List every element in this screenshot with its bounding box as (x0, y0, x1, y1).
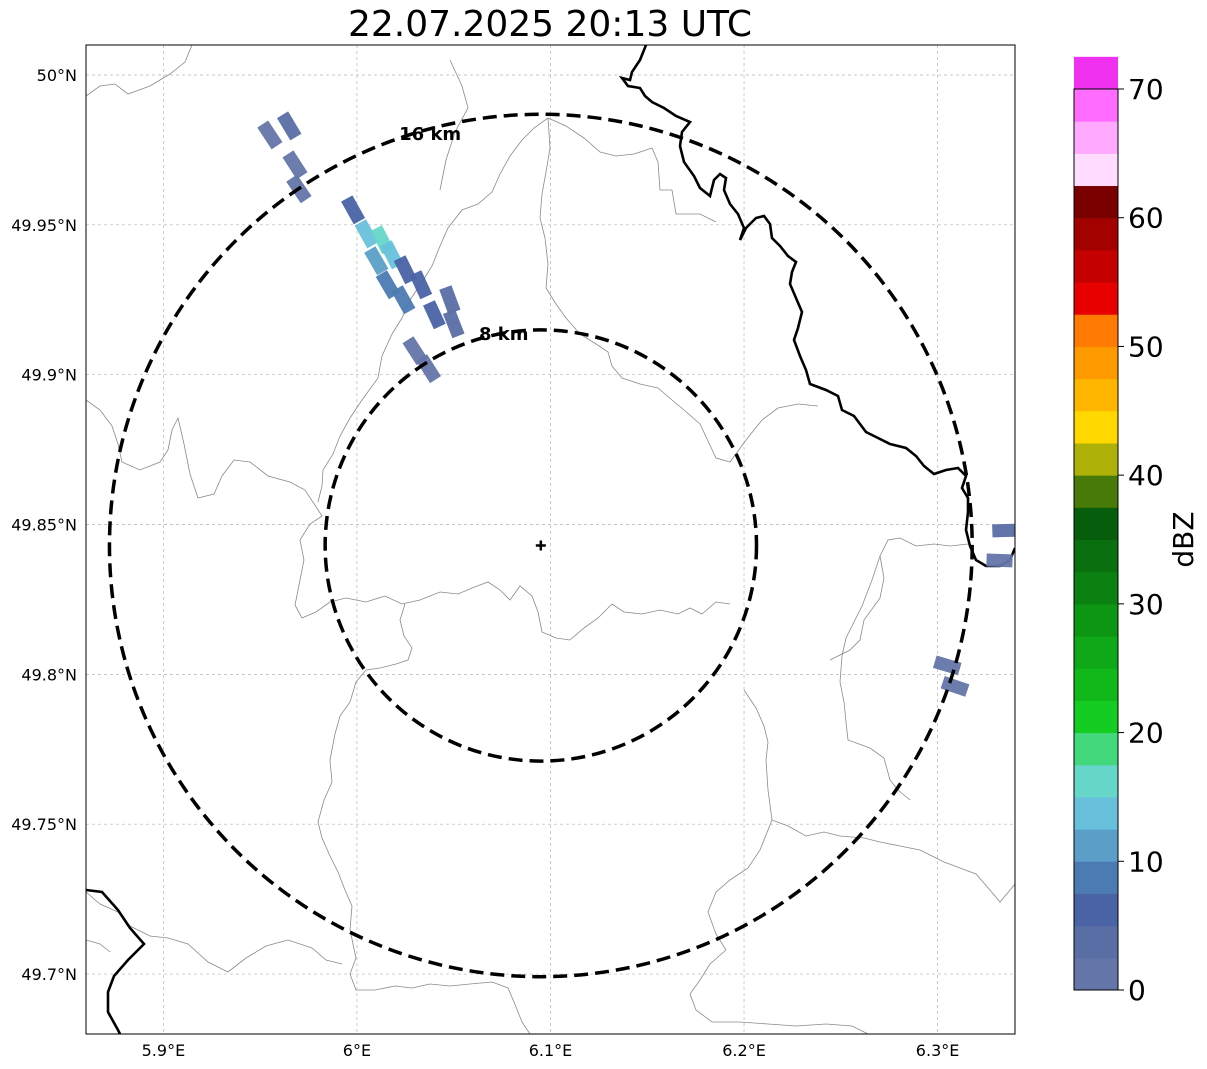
range-ring-label: 8 km (479, 324, 529, 345)
colorbar-swatch (1074, 346, 1118, 380)
radar-echo-bin (986, 553, 1013, 568)
municipal-boundaries (86, 45, 1015, 1034)
colorbar-swatch (1074, 282, 1118, 315)
colorbar-label: dBZ (1167, 511, 1200, 567)
colorbar-swatch (1074, 668, 1118, 701)
map-title: 22.07.2025 20:13 UTC (347, 4, 753, 45)
colorbar-tick-label: 60 (1128, 202, 1164, 235)
y-tick-label: 49.7°N (21, 965, 77, 984)
colorbar-swatch (1074, 732, 1118, 766)
radar-echo-bin (416, 354, 442, 384)
colorbar-swatch (1074, 217, 1118, 251)
colorbar-swatch (1074, 121, 1118, 154)
radar-echo-bin (423, 300, 446, 330)
colorbar-tick-label: 40 (1128, 459, 1164, 492)
radar-echo-bin (282, 150, 308, 180)
colorbar-swatch (1074, 925, 1118, 959)
colorbar-swatch (1074, 764, 1118, 798)
radar-echo-bin (439, 285, 461, 315)
colorbar-tick-label: 50 (1128, 330, 1164, 363)
colorbar-swatch (1074, 378, 1118, 412)
colorbar-tick-label: 0 (1128, 974, 1146, 1007)
x-tick-label: 6.2°E (722, 1041, 766, 1060)
radar-echo-bin (276, 111, 302, 141)
colorbar-swatch (1074, 89, 1118, 122)
x-tick-label: 6°E (343, 1041, 371, 1060)
x-tick-label: 5.9°E (142, 1041, 186, 1060)
colorbar-swatch (1074, 893, 1118, 927)
y-tick-label: 49.75°N (11, 815, 77, 834)
x-tick-label: 6.3°E (916, 1041, 960, 1060)
range-ring-16km (107, 112, 974, 979)
y-tick-label: 49.9°N (21, 366, 77, 385)
colorbar-swatch (1074, 861, 1118, 894)
axis-tick-labels: 5.9°E 6°E 6.1°E 6.2°E 6.3°E 50°N 49.95°N 49.9°N… (11, 66, 959, 1060)
colorbar-swatch (1074, 185, 1118, 219)
y-tick-label: 49.8°N (21, 665, 77, 684)
colorbar-swatch (1074, 700, 1118, 734)
radar-echo-bin (364, 246, 389, 276)
colorbar-swatch (1074, 442, 1118, 476)
radar-echo-bin (354, 219, 379, 249)
colorbar-swatch (1074, 410, 1118, 444)
radar-echo-bin (940, 676, 970, 697)
colorbar-swatch (1074, 796, 1118, 830)
colorbar: 0 10 20 30 40 50 60 70 dBZ (1073, 56, 1200, 1007)
colorbar-frame (1073, 88, 1119, 991)
colorbar-swatch (1074, 571, 1118, 605)
radar-echo-bin (992, 523, 1015, 538)
radar-echo-bin (341, 195, 366, 225)
colorbar-swatch (1074, 829, 1118, 862)
colorbar-swatch (1074, 957, 1118, 991)
colorbar-swatch (1074, 603, 1118, 637)
radar-echo-bin (409, 270, 433, 300)
range-rings: 8 km 16 km (107, 112, 974, 979)
radar-echo-bin (391, 285, 416, 315)
range-ring-label: 16 km (399, 124, 461, 145)
y-tick-label: 49.95°N (11, 216, 77, 235)
colorbar-swatch (1074, 507, 1118, 540)
x-tick-label: 6.1°E (529, 1041, 573, 1060)
colorbar-swatch (1074, 539, 1118, 573)
radar-echo-bin (257, 120, 283, 150)
colorbar-swatch (1074, 636, 1118, 669)
radar-echo-bin (442, 309, 465, 339)
range-ring-8km (323, 328, 759, 763)
radar-site-marker (535, 540, 546, 551)
colorbar-swatch (1074, 56, 1118, 90)
y-tick-label: 50°N (37, 66, 77, 85)
map-frame (85, 44, 1016, 1035)
colorbar-swatch (1074, 249, 1118, 283)
colorbar-tick-label: 70 (1128, 73, 1164, 106)
colorbar-tick-label: 10 (1128, 845, 1164, 878)
gridlines (86, 45, 1015, 1034)
colorbar-tick-label: 30 (1128, 588, 1164, 621)
colorbar-swatch (1074, 153, 1118, 187)
colorbar-tick-label: 20 (1128, 717, 1164, 750)
colorbar-swatch (1074, 475, 1118, 508)
colorbar-swatch (1074, 314, 1118, 347)
national-border (86, 45, 1015, 1034)
y-tick-label: 49.85°N (11, 516, 77, 535)
